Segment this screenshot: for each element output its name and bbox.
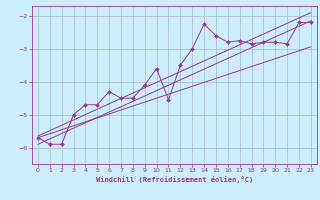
X-axis label: Windchill (Refroidissement éolien,°C): Windchill (Refroidissement éolien,°C) (96, 176, 253, 183)
